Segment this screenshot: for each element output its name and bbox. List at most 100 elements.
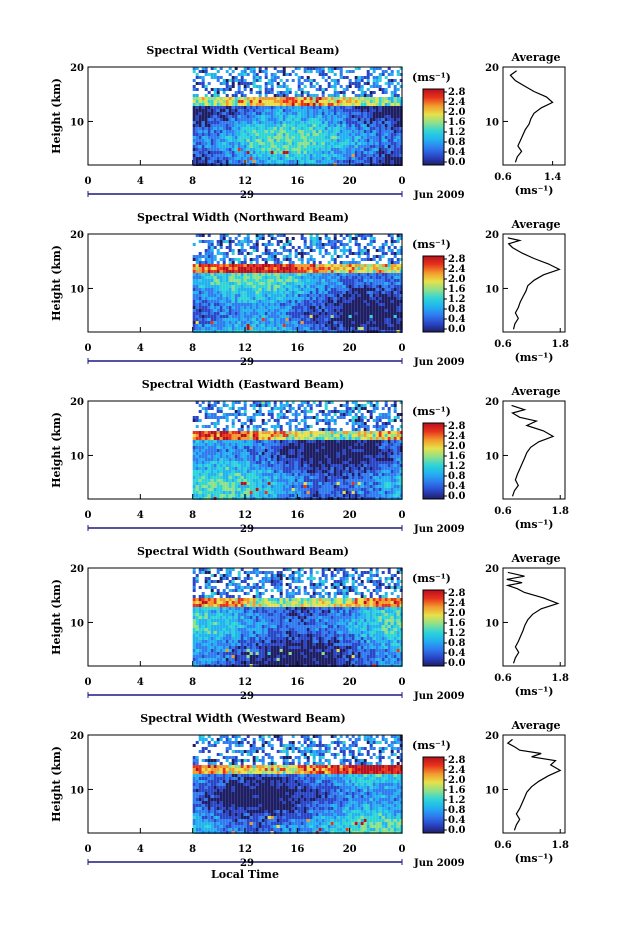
heatmap-cell — [363, 130, 367, 133]
heatmap-cell — [228, 145, 232, 148]
heatmap-cell — [213, 291, 217, 294]
heatmap-cell — [213, 258, 217, 261]
heatmap-cell — [375, 294, 379, 297]
heatmap-cell — [231, 157, 235, 160]
heatmap-cell — [213, 109, 217, 112]
heatmap-cell — [231, 94, 235, 97]
heatmap-cell — [255, 315, 259, 318]
heatmap-cell — [303, 85, 307, 88]
heatmap-cell — [291, 300, 295, 303]
heatmap-cell — [384, 240, 388, 243]
heatmap-cell — [192, 309, 196, 312]
heatmap-cell — [357, 76, 361, 79]
heatmap-cell — [396, 127, 400, 130]
heatmap-cell — [213, 306, 217, 309]
heatmap-cell — [354, 151, 358, 154]
heatmap-cell — [261, 306, 265, 309]
heatmap-cell — [255, 410, 259, 413]
heatmap-cell — [255, 258, 259, 261]
heatmap-cell — [243, 312, 247, 315]
heatmap-cell — [300, 404, 304, 407]
heatmap-cell — [318, 294, 322, 297]
heatmap-cell — [357, 297, 361, 300]
heatmap-cell — [303, 282, 307, 285]
heatmap-cell — [390, 243, 394, 246]
heatmap-cell — [237, 291, 241, 294]
heatmap-cell — [342, 121, 346, 124]
heatmap-cell — [228, 261, 232, 264]
heatmap-cell — [243, 285, 247, 288]
heatmap-cell — [351, 428, 355, 431]
heatmap-cell — [276, 136, 280, 139]
heatmap-cell — [336, 410, 340, 413]
heatmap-cell — [207, 82, 211, 85]
heatmap-cell — [237, 249, 241, 252]
heatmap-cell — [399, 154, 403, 157]
heatmap-cell — [204, 118, 208, 121]
heatmap-cell — [321, 130, 325, 133]
heatmap-cell — [267, 234, 271, 237]
heatmap-cell — [276, 82, 280, 85]
heatmap-cell — [366, 306, 370, 309]
heatmap-cell — [375, 148, 379, 151]
heatmap-cell — [297, 82, 301, 85]
heatmap-cell — [285, 94, 289, 97]
heatmap-cell — [390, 431, 394, 434]
heatmap-cell — [219, 288, 223, 291]
heatmap-cell — [318, 142, 322, 145]
heatmap-cell — [390, 300, 394, 303]
heatmap-cell — [267, 249, 271, 252]
heatmap-cell — [324, 428, 328, 431]
heatmap-cell — [240, 270, 244, 273]
heatmap-cell — [351, 252, 355, 255]
heatmap-cell — [246, 139, 250, 142]
heatmap-cell — [240, 273, 244, 276]
heatmap-cell — [255, 142, 259, 145]
heatmap-cell — [228, 160, 232, 163]
heatmap-cell — [273, 300, 277, 303]
heatmap-cell — [378, 127, 382, 130]
heatmap-cell — [333, 306, 337, 309]
heatmap-cell — [360, 88, 364, 91]
heatmap-cell — [285, 270, 289, 273]
heatmap-cell — [273, 127, 277, 130]
heatmap-cell — [333, 133, 337, 136]
heatmap-cell — [255, 249, 259, 252]
heatmap-cell — [252, 267, 256, 270]
heatmap-cell — [204, 106, 208, 109]
heatmap-cell — [321, 413, 325, 416]
heatmap-cell — [294, 267, 298, 270]
heatmap-cell — [273, 282, 277, 285]
heatmap-cell — [192, 324, 196, 327]
heatmap-cell — [387, 100, 391, 103]
heatmap-cell — [330, 258, 334, 261]
heatmap-cell — [285, 452, 289, 455]
heatmap-cell — [222, 294, 226, 297]
heatmap-cell — [255, 294, 259, 297]
heatmap-cell — [261, 139, 265, 142]
heatmap-cell — [348, 434, 352, 437]
heatmap-cell — [291, 291, 295, 294]
heatmap-cell — [384, 315, 388, 318]
heatmap-cell — [357, 288, 361, 291]
heatmap-cell — [249, 279, 253, 282]
heatmap-cell — [294, 294, 298, 297]
heatmap-cell — [291, 106, 295, 109]
heatmap-cell — [309, 124, 313, 127]
heatmap-cell — [315, 127, 319, 130]
heatmap-cell — [234, 91, 238, 94]
heatmap-cell — [222, 428, 226, 431]
heatmap-cell — [231, 300, 235, 303]
heatmap-cell — [366, 70, 370, 73]
heatmap-cell — [366, 258, 370, 261]
heatmap-cell — [384, 276, 388, 279]
heatmap-cell — [249, 404, 253, 407]
heatmap-cell — [318, 324, 322, 327]
heatmap-cell — [342, 130, 346, 133]
heatmap-cell — [303, 112, 307, 115]
heatmap-cell — [309, 246, 313, 249]
heatmap-cell — [327, 94, 331, 97]
heatmap-cell — [336, 443, 340, 446]
heatmap-cell — [237, 133, 241, 136]
heatmap-cell — [210, 449, 214, 452]
